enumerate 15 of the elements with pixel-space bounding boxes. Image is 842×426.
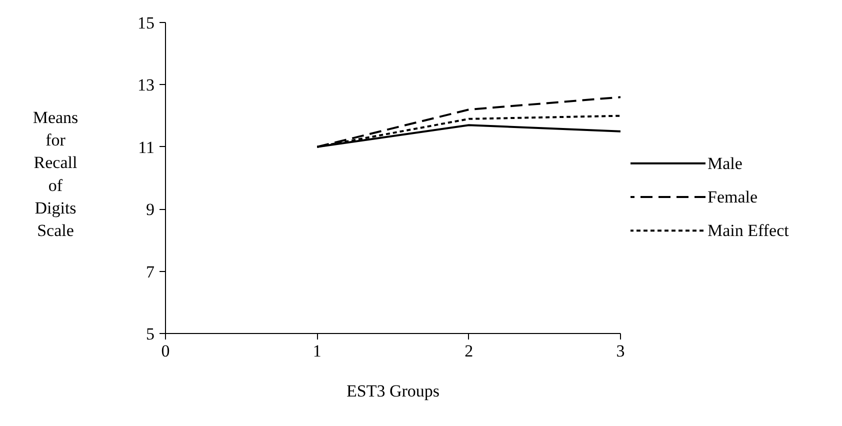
x-tick-label: 0 xyxy=(161,342,170,360)
x-axis-title: EST3 Groups xyxy=(346,382,440,400)
y-tick-label: 13 xyxy=(138,76,154,95)
y-axis-title: Means for Recall of Digits Scale xyxy=(32,108,78,240)
y-tick-label: 9 xyxy=(146,200,154,220)
x-tick-label: 1 xyxy=(312,342,322,360)
y-tick-label: 11 xyxy=(138,138,155,157)
legend-label: Female xyxy=(708,187,758,206)
y-tick-label: 15 xyxy=(138,14,154,32)
x-tick-label: 2 xyxy=(464,342,474,360)
legend-label: Main Effect xyxy=(708,221,790,240)
y-tick-label: 5 xyxy=(146,324,154,344)
legend-label: Male xyxy=(708,154,742,173)
y-tick-label: 7 xyxy=(146,262,155,282)
x-tick-label: 3 xyxy=(616,342,625,360)
